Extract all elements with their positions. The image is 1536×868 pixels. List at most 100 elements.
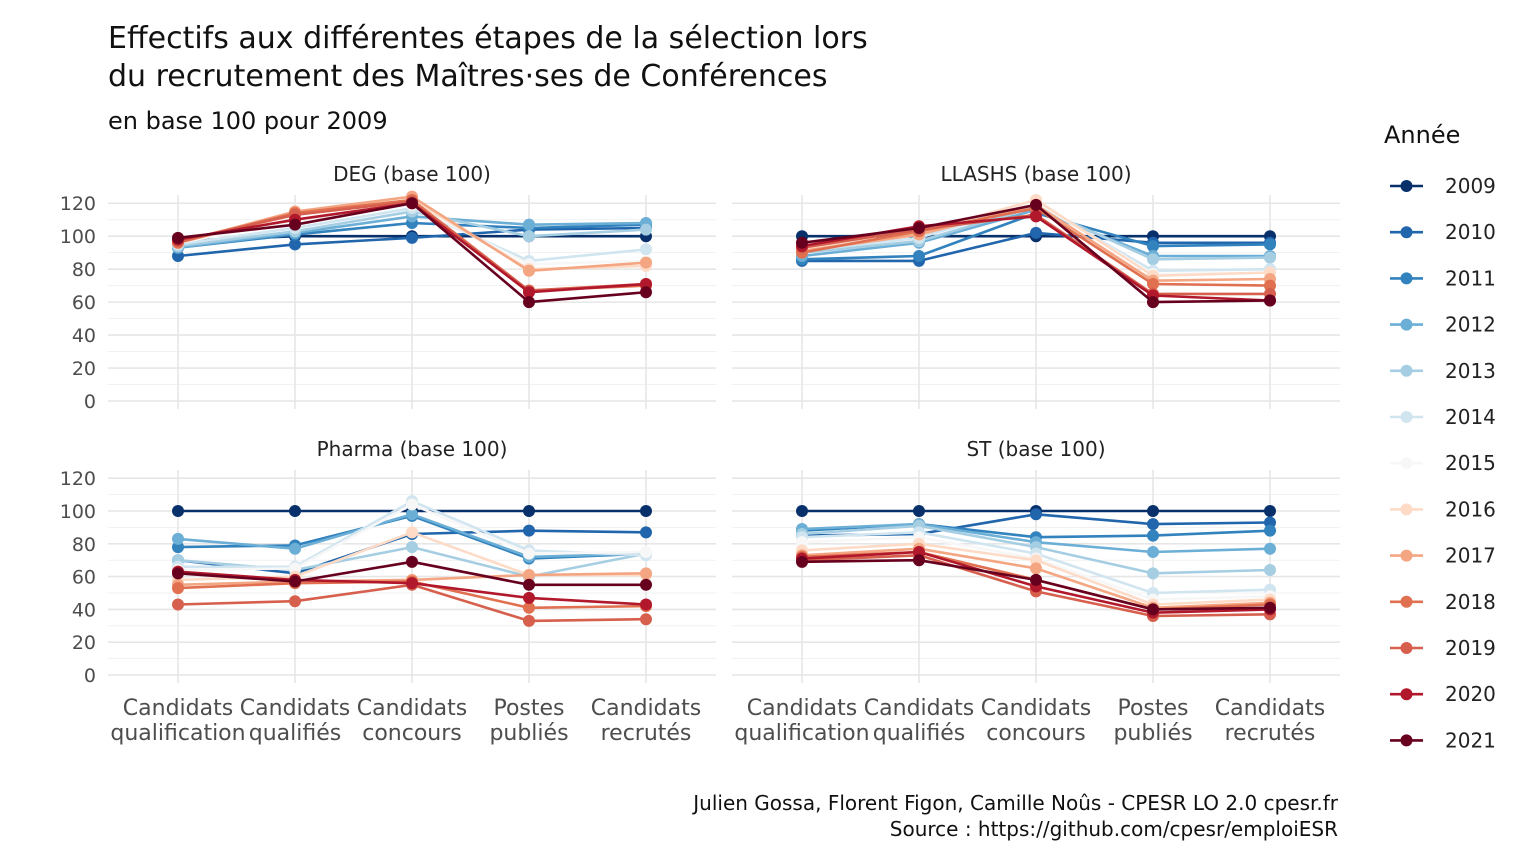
x-tick-label-line: qualification (110, 721, 245, 746)
legend-entry-2021: 2021 (1390, 728, 1496, 752)
facet-title: Pharma (base 100) (317, 437, 508, 461)
x-tick-label-line: concours (362, 721, 462, 746)
data-point-2010 (1264, 516, 1276, 529)
data-point-2011 (913, 249, 925, 262)
data-point-2021 (523, 578, 535, 591)
caption-source: Source : https://github.com/cpesr/emploi… (890, 817, 1338, 841)
data-point-2011 (1147, 240, 1159, 253)
data-point-2010 (172, 249, 184, 262)
series-2021 (172, 197, 652, 309)
legend-label: 2020 (1445, 682, 1496, 706)
data-point-2021 (406, 555, 418, 568)
data-point-2019 (172, 598, 184, 611)
y-tick-label: 120 (60, 468, 96, 490)
legend-entry-2015: 2015 (1390, 451, 1496, 475)
legend-label: 2021 (1445, 728, 1496, 752)
data-point-2011 (1147, 529, 1159, 542)
data-point-2012 (406, 508, 418, 521)
y-tick-label: 120 (60, 193, 96, 215)
y-tick-label: 40 (72, 599, 96, 621)
data-point-2009 (1147, 505, 1159, 517)
data-point-2015 (406, 498, 418, 511)
data-point-2021 (172, 231, 184, 244)
y-tick-label: 60 (72, 567, 96, 589)
data-point-2021 (796, 555, 808, 568)
y-tick-label: 20 (72, 358, 96, 380)
facet-title: LLASHS (base 100) (940, 162, 1131, 186)
legend-key-point (1400, 642, 1413, 654)
data-point-2013 (640, 223, 652, 236)
facet-panel-3: Pharma (base 100) 0 20 40 60 80 100 120 (60, 437, 716, 687)
data-point-2019 (289, 595, 301, 608)
data-point-2018 (523, 601, 535, 614)
chart-title-line-1: Effectifs aux différentes étapes de la s… (108, 21, 868, 56)
data-point-2012 (1147, 546, 1159, 558)
legend-entries: 2009 2010 2011 2012 2013 2014 2015 2016 2017 2018… (1390, 174, 1496, 752)
data-point-2010 (640, 526, 652, 539)
data-point-2013 (1264, 251, 1276, 264)
legend-label: 2011 (1445, 266, 1496, 290)
data-point-2010 (406, 231, 418, 244)
facet-panel-1: DEG (base 100) 0 20 40 60 80 100 120 (60, 162, 716, 413)
data-point-2012 (289, 542, 301, 555)
x-tick-label: Candidats qualification (110, 696, 245, 746)
caption-authors: Julien Gossa, Florent Figon, Camille Noû… (691, 791, 1339, 815)
legend-key-point (1400, 595, 1413, 608)
data-point-2013 (1147, 253, 1159, 266)
data-point-2021 (913, 554, 925, 567)
data-point-2020 (523, 286, 535, 299)
data-point-2021 (913, 221, 925, 234)
data-point-2013 (1264, 564, 1276, 577)
legend-key-point (1400, 272, 1413, 285)
data-point-2009 (796, 505, 808, 517)
legend-label: 2018 (1445, 590, 1496, 614)
data-point-2021 (1030, 573, 1042, 586)
x-tick-label: Postes publiés (489, 696, 568, 746)
x-tick-label-line: Candidats (864, 696, 974, 721)
legend-key-point (1400, 457, 1413, 470)
legend-key-point (1400, 411, 1413, 423)
chart-subtitle: en base 100 pour 2009 (108, 107, 388, 135)
legend-label: 2014 (1445, 405, 1496, 429)
data-point-2019 (640, 613, 652, 626)
x-tick-label-line: Candidats (981, 696, 1091, 721)
y-tick-label: 80 (72, 534, 96, 556)
data-point-2015 (523, 547, 535, 560)
legend-entry-2009: 2009 (1390, 174, 1496, 198)
x-tick-label-line: Candidats (240, 696, 350, 721)
legend-entry-2013: 2013 (1390, 359, 1496, 383)
data-point-2009 (523, 505, 535, 517)
legend-entry-2017: 2017 (1390, 544, 1496, 568)
legend: Année 2009201020112012201320142015201620… (1384, 121, 1496, 752)
data-point-2010 (289, 238, 301, 251)
legend-entry-2016: 2016 (1390, 497, 1496, 521)
x-tick-label-line: Postes (1117, 696, 1188, 721)
y-tick-label: 80 (72, 259, 96, 281)
x-tick-label-line: qualifiés (873, 721, 965, 746)
x-tick-label-line: recrutés (601, 721, 692, 746)
data-point-2021 (640, 286, 652, 299)
x-tick-label-line: Candidats (747, 696, 857, 721)
data-point-2021 (1147, 296, 1159, 309)
x-tick-label: Candidats concours (981, 696, 1091, 746)
series-2021 (172, 555, 652, 591)
x-tick-label-line: Candidats (357, 696, 467, 721)
legend-label: 2017 (1445, 544, 1496, 568)
data-point-2012 (1264, 542, 1276, 555)
chart-title-line-2: du recrutement des Maîtres·ses de Confér… (108, 59, 827, 94)
legend-label: 2016 (1445, 497, 1496, 521)
legend-label: 2012 (1445, 313, 1496, 337)
data-point-2017 (523, 264, 535, 277)
x-tick-label-line: recrutés (1225, 721, 1316, 746)
data-point-2009 (913, 505, 925, 517)
data-point-2020 (523, 591, 535, 604)
y-tick-label: 100 (60, 226, 96, 248)
legend-label: 2010 (1445, 220, 1496, 244)
data-point-2010 (1030, 508, 1042, 521)
y-tick-label: 0 (84, 665, 96, 687)
data-point-2021 (796, 236, 808, 249)
series-2021 (796, 198, 1276, 309)
data-point-2020 (640, 598, 652, 611)
